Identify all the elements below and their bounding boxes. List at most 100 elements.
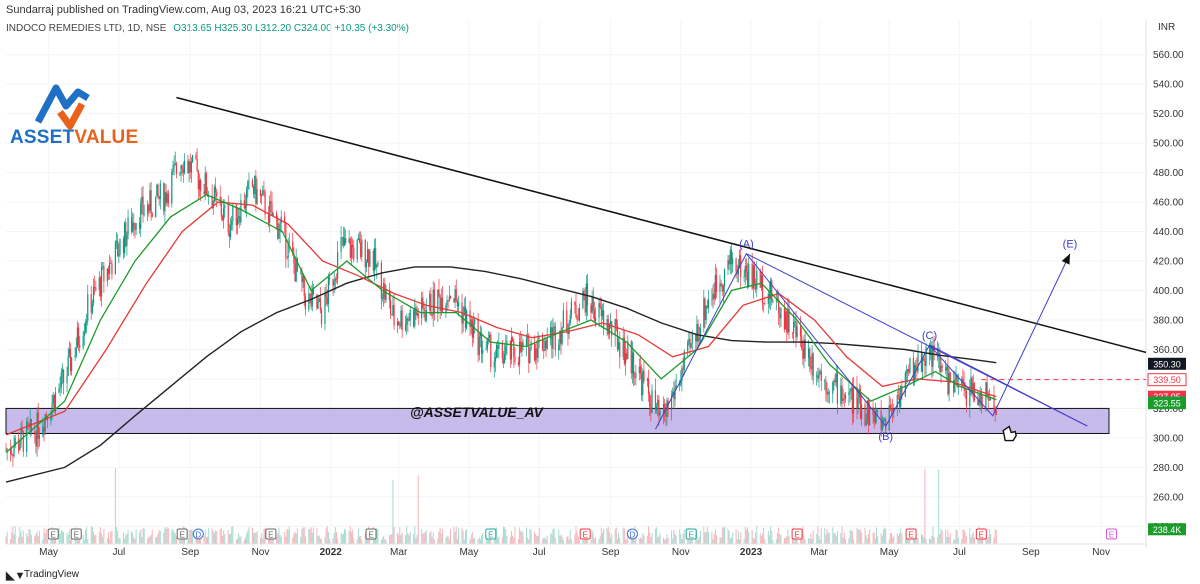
volume-bar [520, 531, 522, 544]
volume-bar [148, 536, 150, 544]
candle-body [400, 310, 402, 327]
volume-bar [937, 537, 939, 544]
volume-bar [71, 537, 73, 544]
candle-body [971, 377, 973, 394]
candle-body [776, 298, 779, 300]
volume-bar [179, 536, 181, 544]
candle-body [439, 295, 441, 311]
candle-body [221, 216, 224, 220]
candle-body [82, 335, 84, 348]
volume-bar [953, 539, 955, 544]
candle-body [337, 251, 339, 280]
volume-bar [703, 526, 705, 544]
volume-bar [899, 533, 901, 544]
volume-bar [407, 533, 409, 544]
volume-bar [666, 534, 668, 544]
candle-body [164, 192, 166, 212]
volume-bar [143, 528, 145, 544]
candle-body [490, 334, 492, 368]
volume-bar [474, 537, 476, 544]
candle-body [657, 399, 659, 407]
candle-body [536, 348, 538, 358]
volume-bar [431, 536, 433, 544]
candle-body [171, 171, 173, 204]
open-value: O313.65 [173, 23, 212, 34]
event-marker-label: E [794, 531, 799, 540]
volume-bar [995, 529, 997, 544]
candle-body [83, 331, 85, 336]
candle-body [376, 264, 378, 268]
volume-bar [535, 533, 537, 544]
volume-bar [884, 527, 886, 544]
candle-body [87, 294, 89, 322]
candle-body [228, 232, 230, 238]
candle-body [518, 341, 521, 365]
volume-bar [10, 538, 12, 544]
candle-body [630, 341, 632, 374]
volume-bar [83, 539, 85, 544]
candle-body [889, 405, 891, 410]
candle-body [622, 337, 624, 357]
candle-body [696, 324, 698, 342]
candle-body [680, 381, 682, 385]
volume-bar [865, 535, 867, 544]
volume-bar [416, 534, 418, 544]
volume-bar [13, 534, 15, 544]
candle-body [764, 302, 766, 305]
volume-bar [84, 529, 86, 544]
candle-body [246, 189, 248, 206]
volume-bar [550, 533, 552, 544]
volume-bar [851, 531, 853, 544]
volume-bar [321, 539, 323, 544]
volume-bar [175, 536, 177, 544]
volume-bar [456, 539, 458, 544]
volume-bar [414, 526, 416, 544]
candle-body [135, 223, 137, 230]
candle-body [440, 297, 442, 311]
candle-body [721, 285, 723, 292]
candle-body [380, 262, 382, 299]
candle-body [977, 399, 979, 406]
volume-bar [835, 536, 837, 544]
volume-bar [405, 535, 407, 544]
volume-bar [20, 531, 22, 544]
candle-body [703, 298, 705, 328]
candle-body [77, 327, 80, 345]
volume-bar [779, 534, 781, 544]
candle-body [175, 163, 178, 175]
volume-bar [181, 535, 183, 544]
candle-body [590, 305, 592, 313]
candle-body [13, 446, 15, 456]
volume-bar [34, 536, 36, 544]
event-marker-label: E [74, 531, 79, 540]
candle-body [920, 353, 923, 372]
volume-bar [262, 538, 264, 544]
candle-body [662, 403, 665, 413]
candle-body [470, 319, 472, 327]
candle-body [843, 398, 845, 400]
candle-body [334, 278, 336, 281]
candle-body [922, 358, 924, 372]
volume-bar [809, 539, 811, 544]
candle-body [198, 179, 201, 190]
ema-fast-line [5, 193, 997, 454]
volume-bar [691, 539, 693, 544]
volume-bar [817, 526, 819, 544]
volume-bar [764, 538, 766, 544]
volume-bar [544, 537, 546, 544]
candle-body [449, 296, 452, 299]
candle-body [809, 348, 811, 368]
footer: ◣▼ TradingView [0, 563, 1200, 584]
event-marker [626, 528, 638, 540]
candle-body [26, 421, 28, 452]
candle-body [148, 204, 150, 211]
event-marker-label: E [688, 531, 693, 540]
volume-bar [584, 539, 586, 544]
candle-body [464, 306, 467, 328]
volume-bar [325, 528, 327, 544]
volume-bar [947, 529, 949, 544]
volume-bar [595, 537, 597, 544]
volume-bar [127, 529, 129, 544]
